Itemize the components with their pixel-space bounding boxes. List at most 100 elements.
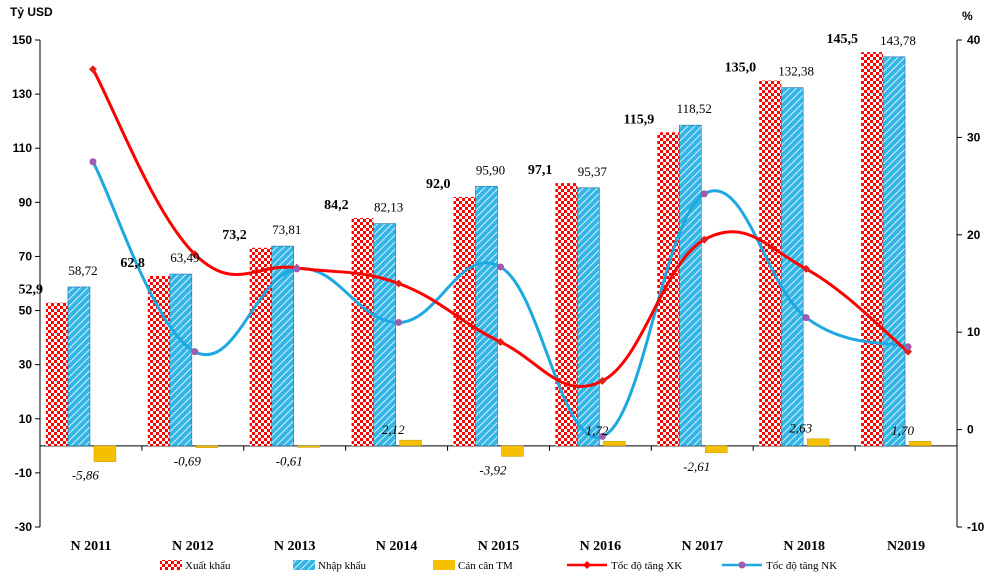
export-value-label: 97,1 — [528, 163, 553, 178]
lines — [88, 65, 913, 440]
import-growth-marker — [802, 314, 810, 322]
balance-bar — [806, 438, 830, 447]
export-bar — [351, 218, 374, 446]
import-growth-marker — [89, 158, 97, 166]
balance-bar — [705, 445, 728, 454]
legend-label: Nhập khẩu — [318, 560, 366, 572]
left-tick-label: -30 — [15, 520, 33, 534]
export-value-label: 92,0 — [426, 177, 451, 192]
export-value-label: 84,2 — [324, 198, 349, 213]
balance-value-label: 2,12 — [382, 422, 405, 437]
import-value-label: 132,38 — [778, 64, 814, 79]
export-value-label: 52,9 — [18, 283, 43, 298]
x-tick-label: N 2011 — [71, 539, 112, 554]
export-value-label: 145,5 — [827, 32, 859, 47]
legend-label: Tốc độ tăng XK — [611, 560, 682, 572]
x-tick-label: N 2012 — [172, 539, 214, 554]
import-value-label: 143,78 — [880, 33, 916, 48]
legend-label: Cán cân TM — [458, 560, 513, 572]
balance-value-label: 2,63 — [789, 421, 812, 436]
export-bar — [861, 52, 884, 446]
right-axis-unit: % — [962, 9, 973, 23]
import-value-label: 118,52 — [677, 101, 712, 116]
bars — [45, 52, 932, 462]
export-growth-marker — [598, 376, 607, 385]
balance-value-label: -5,86 — [72, 468, 100, 483]
import-bar — [678, 124, 702, 447]
import-bar — [169, 273, 193, 447]
balance-bar — [399, 439, 422, 447]
left-tick-label: 130 — [12, 87, 32, 101]
export-value-label: 62,8 — [120, 256, 145, 271]
balance-value-label: -0,61 — [276, 453, 303, 468]
import-value-label: 95,37 — [578, 164, 608, 179]
left-axis-unit: Tỷ USD — [10, 5, 53, 19]
balance-value-label: -2,61 — [683, 459, 710, 474]
balance-bar — [195, 445, 219, 448]
right-tick-label: -10 — [967, 520, 985, 534]
x-tick-label: N 2013 — [274, 539, 316, 554]
legend-swatch — [433, 560, 455, 570]
legend-marker — [738, 561, 746, 569]
balance-bar — [908, 441, 932, 447]
export-bar — [147, 275, 170, 446]
import-bar — [475, 186, 498, 447]
import-growth-marker — [395, 318, 403, 326]
import-value-label: 82,13 — [374, 200, 403, 215]
export-growth-marker — [394, 279, 403, 288]
import-value-label: 95,90 — [476, 162, 505, 177]
import-growth-marker — [191, 348, 199, 356]
balance-value-label: -3,92 — [479, 462, 507, 477]
left-tick-label: 30 — [19, 358, 33, 372]
x-tick-label: N 2016 — [580, 539, 622, 554]
left-tick-label: 110 — [13, 141, 33, 155]
export-bar — [555, 183, 578, 446]
import-growth-marker — [598, 432, 606, 440]
import-value-label: 73,81 — [272, 222, 301, 237]
x-tick-label: N 2017 — [681, 539, 723, 554]
legend: Xuất khẩu Nhập khẩu Cán cân TM Tốc độ tăng … — [160, 560, 837, 572]
axes: 150 130 110 90 70 50 30 10 -10 -30 40 30 20 10 0 -10 N 2… — [12, 33, 985, 554]
x-tick-label: N 2014 — [376, 539, 418, 554]
import-growth-marker — [293, 265, 301, 273]
legend-label: Xuất khẩu — [185, 560, 231, 572]
left-tick-label: -10 — [15, 466, 33, 480]
import-growth-marker — [700, 190, 708, 198]
export-value-label: 73,2 — [222, 228, 247, 243]
import-value-label: 63,49 — [170, 250, 199, 265]
balance-bar — [501, 445, 524, 457]
import-growth-marker — [904, 343, 912, 351]
export-bar — [249, 247, 272, 446]
export-growth-marker — [802, 264, 811, 273]
balance-bar — [93, 445, 117, 462]
left-tick-label: 150 — [12, 33, 32, 47]
x-tick-label: N 2015 — [478, 539, 520, 554]
import-bar — [882, 56, 906, 447]
right-tick-label: 20 — [967, 228, 981, 242]
right-tick-label: 10 — [967, 325, 981, 339]
import-value-label: 58,72 — [68, 263, 97, 278]
balance-value-label: 1,72 — [586, 423, 609, 438]
legend-marker — [583, 561, 591, 569]
export-bar — [45, 302, 68, 446]
balance-value-label: -0,69 — [174, 454, 202, 469]
export-growth-marker — [700, 235, 709, 244]
right-tick-label: 30 — [967, 130, 981, 144]
left-tick-label: 50 — [19, 304, 33, 318]
export-value-label: 135,0 — [725, 61, 757, 76]
export-value-label: 115,9 — [624, 112, 655, 127]
left-tick-label: 70 — [19, 249, 33, 263]
data-labels: 52,9 58,72 -5,86 62,8 63,49 -0,69 73,2 73,81 -0,… — [18, 32, 915, 483]
import-bar — [67, 286, 91, 447]
right-tick-label: 0 — [967, 423, 974, 437]
balance-value-label: 1,70 — [891, 423, 914, 438]
balance-bar — [297, 445, 320, 448]
import-growth-marker — [497, 263, 504, 271]
export-growth-marker — [496, 337, 505, 346]
legend-swatch — [293, 560, 315, 570]
x-tick-label: N 2018 — [783, 539, 825, 554]
import-bar — [271, 245, 295, 447]
legend-label: Tốc độ tăng NK — [766, 560, 837, 572]
import-bar — [373, 223, 396, 447]
